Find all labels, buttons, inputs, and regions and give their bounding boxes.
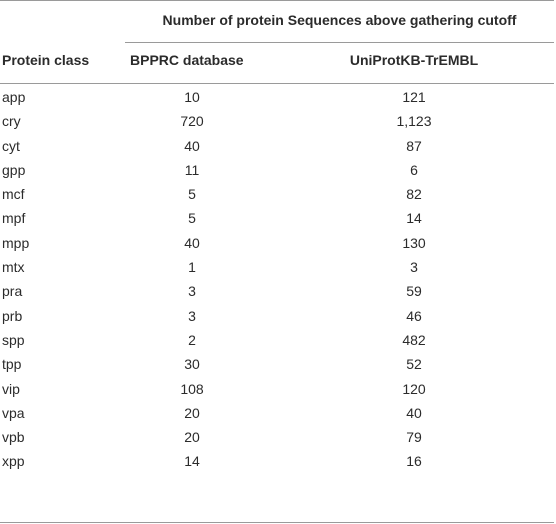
cell-bpprc: 40 (184, 234, 200, 251)
bottom-rule (0, 522, 554, 523)
cell-uniprot: 121 (402, 89, 426, 105)
cell-bpprc: 11 (184, 161, 200, 178)
cell-protein-class: gpp (2, 161, 26, 178)
cell-protein-class: mcf (2, 186, 25, 203)
table-row: pra 3 59 (0, 278, 554, 302)
cell-uniprot: 482 (402, 331, 426, 348)
table-row: mtx 1 3 (0, 254, 554, 278)
table-row: gpp 11 6 (0, 157, 554, 181)
cell-uniprot: 46 (406, 307, 422, 324)
cell-uniprot: 40 (406, 404, 422, 421)
cell-bpprc: 5 (188, 186, 196, 203)
cell-bpprc: 10 (184, 89, 200, 105)
cell-bpprc: 2 (188, 331, 196, 348)
cell-protein-class: cyt (2, 137, 20, 154)
cell-uniprot: 87 (406, 137, 422, 154)
table-row: vip 108 120 (0, 376, 554, 400)
cell-protein-class: mpp (2, 234, 30, 251)
table-row: mpp 40 130 (0, 230, 554, 254)
cell-protein-class: cry (2, 113, 21, 130)
table-body: app 10 121 cry 720 1,123 cyt 40 87 gpp 1… (0, 84, 554, 473)
cell-uniprot: 1,123 (396, 113, 432, 130)
cell-protein-class: mtx (2, 259, 25, 276)
header-rule (0, 83, 554, 84)
cell-protein-class: pra (2, 283, 23, 300)
cell-bpprc: 30 (184, 356, 200, 373)
cell-protein-class: mpf (2, 210, 26, 227)
cell-protein-class: spp (2, 331, 25, 348)
group-header: Number of protein Sequences above gather… (162, 12, 517, 28)
cell-bpprc: 20 (184, 404, 200, 421)
group-header-rule (125, 42, 554, 43)
table-row: vpa 20 40 (0, 400, 554, 424)
cell-protein-class: vip (2, 380, 20, 397)
table-row: cry 720 1,123 (0, 108, 554, 132)
cell-protein-class: xpp (2, 453, 25, 470)
cell-protein-class: tpp (2, 356, 22, 373)
column-header-bpprc: BPPRC database (130, 52, 244, 68)
top-rule (0, 0, 554, 1)
column-header-uniprot: UniProtKB-TrEMBL (349, 52, 479, 68)
table-row: mcf 5 82 (0, 181, 554, 205)
cell-uniprot: 16 (406, 453, 422, 470)
cell-uniprot: 52 (406, 356, 422, 373)
cell-bpprc: 720 (180, 113, 204, 130)
table-row: vpb 20 79 (0, 424, 554, 448)
cell-bpprc: 3 (188, 283, 196, 300)
table-row: spp 2 482 (0, 327, 554, 351)
cell-bpprc: 5 (188, 210, 196, 227)
cell-bpprc: 1 (188, 259, 196, 276)
cell-protein-class: app (2, 89, 26, 105)
table-row: tpp 30 52 (0, 351, 554, 375)
table-row: prb 3 46 (0, 303, 554, 327)
cell-uniprot: 130 (402, 234, 426, 251)
table-row: mpf 5 14 (0, 205, 554, 229)
table-row: cyt 40 87 (0, 133, 554, 157)
cell-protein-class: vpb (2, 429, 25, 446)
cell-uniprot: 120 (402, 380, 426, 397)
table-row: xpp 14 16 (0, 448, 554, 472)
column-header-protein-class: Protein class (2, 52, 90, 68)
cell-uniprot: 3 (410, 259, 418, 276)
cell-protein-class: vpa (2, 404, 25, 421)
cell-uniprot: 59 (406, 283, 422, 300)
cell-bpprc: 108 (180, 380, 204, 397)
cell-uniprot: 82 (406, 186, 422, 203)
cell-uniprot: 14 (406, 210, 422, 227)
cell-bpprc: 20 (184, 429, 200, 446)
cell-uniprot: 79 (406, 429, 422, 446)
cell-uniprot: 6 (410, 161, 418, 178)
cell-bpprc: 3 (188, 307, 196, 324)
cell-protein-class: prb (2, 307, 23, 324)
cell-bpprc: 40 (184, 137, 200, 154)
table-row: app 10 121 (0, 84, 554, 108)
cell-bpprc: 14 (184, 453, 200, 470)
